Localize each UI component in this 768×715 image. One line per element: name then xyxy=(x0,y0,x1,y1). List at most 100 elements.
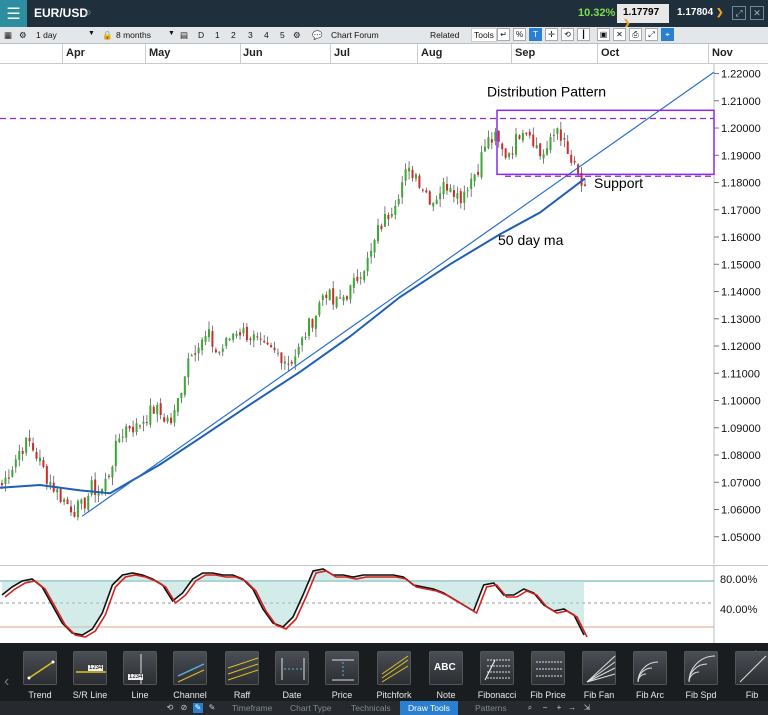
arrow-right-icon[interactable]: → xyxy=(568,703,576,712)
price-chart[interactable]: 1.22000 1.21000 1.20000 1.19000 1.18000 1.170… xyxy=(0,64,768,564)
settings-icon[interactable]: ⚙ xyxy=(19,30,27,40)
search-icon[interactable]: ⌕ xyxy=(85,5,92,19)
chat-icon[interactable]: 💬 xyxy=(312,30,323,40)
moving-average-line[interactable] xyxy=(0,177,586,495)
tab-timeframe[interactable]: Timeframe xyxy=(232,703,273,713)
block-icon[interactable]: ⊘ xyxy=(180,703,188,712)
zoom-button-2[interactable]: 2 xyxy=(231,30,236,40)
candle-body xyxy=(121,436,124,438)
zoom-button-4[interactable]: 4 xyxy=(264,30,269,40)
draw-tool-s-r-line[interactable]: 1234 S/R Line xyxy=(68,651,112,700)
candle-body xyxy=(225,337,228,347)
month-separator xyxy=(330,44,331,64)
draw-tool-date[interactable]: Date xyxy=(270,651,314,700)
fit-icon[interactable]: ⇲ xyxy=(583,703,591,712)
chevron-down-icon[interactable]: ▼ xyxy=(168,30,175,37)
zoom-button-5[interactable]: 5 xyxy=(280,30,285,40)
stochastic-panel[interactable]: 80.00% 40.00% xyxy=(0,565,768,643)
pencil-off-icon[interactable]: ✎ xyxy=(208,703,216,712)
candle-body xyxy=(542,154,545,159)
candle-body xyxy=(159,403,162,415)
draw-tool-line[interactable]: 1234 Line xyxy=(118,651,162,700)
magnet-icon[interactable]: ⌖ xyxy=(661,28,674,41)
image-icon[interactable]: ▣ xyxy=(597,28,610,41)
candle-body xyxy=(404,168,407,181)
tab-patterns[interactable]: Patterns xyxy=(475,703,507,713)
refresh-icon[interactable]: ⟲ xyxy=(166,703,174,712)
candle-body xyxy=(166,417,169,422)
draw-tool-pitchfork[interactable]: Pitchfork xyxy=(372,651,416,700)
chart-forum-link[interactable]: Chart Forum xyxy=(331,30,379,40)
draw-tool-badge: 1234 xyxy=(88,665,104,671)
gear-icon[interactable]: ⚙ xyxy=(293,30,301,40)
reset-icon[interactable]: ↵ xyxy=(497,28,510,41)
candle-body xyxy=(273,347,276,351)
draw-tool-fib-price[interactable]: Fib Price xyxy=(526,651,570,700)
draw-tool-fibonacci[interactable]: Fibonacci xyxy=(475,651,519,700)
draw-tool-fib-arc[interactable]: Fib Arc xyxy=(628,651,672,700)
zoom-button-3[interactable]: 3 xyxy=(248,30,253,40)
scroll-left-icon[interactable]: ‹ xyxy=(4,673,10,690)
tab-technicals[interactable]: Technicals xyxy=(351,703,391,713)
text-tool-button[interactable]: T xyxy=(529,28,542,41)
bid-price-button[interactable]: 1.17797 ❯ xyxy=(617,4,669,28)
candle-body xyxy=(32,443,35,451)
month-separator xyxy=(597,44,598,64)
candle-body xyxy=(549,137,552,151)
draw-tool-fib[interactable]: Fib xyxy=(730,651,768,700)
zoom-button-1[interactable]: 1 xyxy=(215,30,220,40)
fibspd-icon xyxy=(684,651,718,685)
pencil-icon[interactable]: ✎ xyxy=(193,703,203,713)
draw-tool-trend[interactable]: Trend xyxy=(18,651,62,700)
percent-button[interactable]: % xyxy=(513,28,526,41)
ask-price-button[interactable]: 1.17804 ❯ xyxy=(671,4,726,23)
instrument-symbol[interactable]: EUR/USD xyxy=(34,6,89,20)
candle-body xyxy=(197,347,200,354)
popout-icon[interactable]: ⤢ xyxy=(732,6,746,20)
hamburger-icon[interactable]: ☰ xyxy=(0,0,27,27)
print-icon[interactable]: ⎙ xyxy=(629,28,642,41)
related-button[interactable]: Related xyxy=(430,30,460,40)
crosshair-icon[interactable]: ✛ xyxy=(545,28,558,41)
calendar-icon[interactable]: ▤ xyxy=(180,30,189,40)
tab-draw-tools[interactable]: Draw Tools xyxy=(400,701,458,715)
candle-body xyxy=(580,172,583,186)
draw-tool-channel[interactable]: Channel xyxy=(168,651,212,700)
draw-tool-raff[interactable]: Raff xyxy=(220,651,264,700)
close-icon[interactable]: ✕ xyxy=(750,6,764,20)
layout-icon[interactable]: ▦ xyxy=(4,30,13,40)
draw-tool-fib-fan[interactable]: Fib Fan xyxy=(577,651,621,700)
draw-tool-label: Fib Arc xyxy=(635,690,664,700)
candle-body xyxy=(228,338,231,341)
zoom-icon[interactable]: ⌕ xyxy=(527,703,533,712)
delete-icon[interactable]: ✕ xyxy=(613,28,626,41)
draw-tool-note[interactable]: ABC Note xyxy=(424,651,468,700)
candle-icon[interactable]: ┃ xyxy=(577,28,590,41)
month-separator xyxy=(145,44,146,64)
candle-body xyxy=(66,499,69,505)
month-separator xyxy=(708,44,709,64)
draw-tool-fib-spd[interactable]: Fib Spd xyxy=(679,651,723,700)
candle-body xyxy=(76,501,79,518)
range-select[interactable]: 8 months xyxy=(116,30,151,40)
distribution-box[interactable] xyxy=(496,109,715,176)
interval-select[interactable]: 1 day xyxy=(36,30,57,40)
candle-body xyxy=(497,130,500,142)
zoom-in-icon[interactable]: + xyxy=(556,703,562,712)
candle-body xyxy=(559,129,562,141)
trend-line[interactable] xyxy=(81,71,715,517)
chevron-down-icon[interactable]: ▼ xyxy=(88,30,95,37)
sync-icon[interactable]: ⟲ xyxy=(561,28,574,41)
candle-body xyxy=(125,426,128,438)
month-label-apr: Apr xyxy=(66,47,85,59)
candle-body xyxy=(11,469,14,477)
ask-price: 1.17804 xyxy=(677,7,714,18)
lock-icon[interactable]: 🔒 xyxy=(102,30,113,40)
candle-body xyxy=(356,276,359,281)
zoom-button-d[interactable]: D xyxy=(198,30,205,40)
expand-icon[interactable]: ⤢ xyxy=(645,28,658,41)
tab-chart-type[interactable]: Chart Type xyxy=(290,703,332,713)
zoom-out-icon[interactable]: − xyxy=(542,703,548,712)
distribution-label: Distribution Pattern xyxy=(487,84,606,100)
draw-tool-price[interactable]: Price xyxy=(320,651,364,700)
